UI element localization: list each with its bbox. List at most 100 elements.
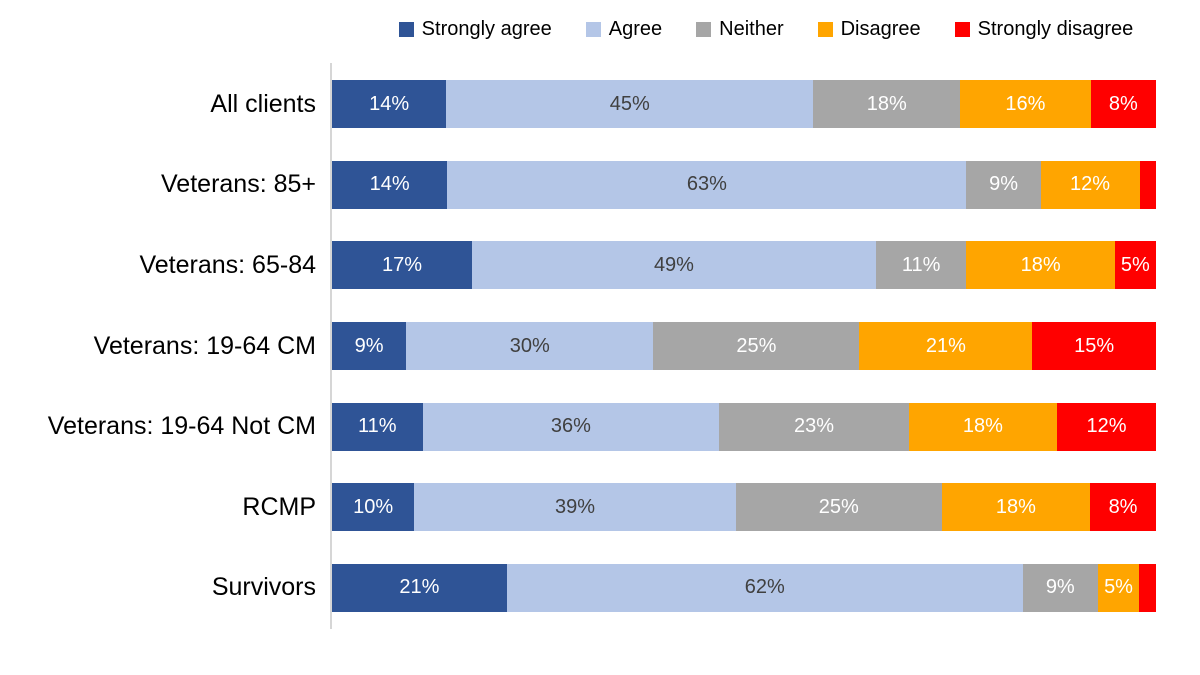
data-label: 23% — [793, 415, 835, 438]
chart-row-survivors: Survivors 21% 62% 9% 5% — [0, 547, 1156, 628]
bar-segment-disagree: 5% — [1097, 563, 1140, 612]
bar-segment-neither: 9% — [966, 160, 1041, 209]
y-axis-line — [330, 63, 332, 629]
data-label: 21% — [925, 334, 966, 357]
data-label: 18% — [1020, 253, 1061, 276]
bar-segment-strongly-disagree — [1139, 160, 1156, 209]
category-label: Veterans: 19-64 CM — [93, 331, 316, 360]
data-label: 8% — [1108, 495, 1138, 518]
stacked-bar: 21% 62% 9% 5% — [332, 563, 1156, 612]
bar-segment-neither: 25% — [653, 322, 860, 371]
legend-label-agree: Agree — [608, 18, 663, 40]
data-label: 45% — [609, 92, 650, 115]
category-label: Veterans: 19-64 Not CM — [47, 412, 316, 441]
bar-segment-strongly-agree: 14% — [332, 80, 447, 129]
bar-segment-neither: 9% — [1022, 563, 1098, 612]
category-label: Veterans: 65-84 — [139, 250, 316, 279]
data-label: 16% — [1005, 92, 1046, 115]
bar-segment-neither: 23% — [719, 402, 909, 451]
data-label: 12% — [1086, 415, 1127, 438]
data-label: 5% — [1104, 576, 1133, 599]
legend-swatch-disagree — [817, 22, 833, 37]
bar-segment-strongly-disagree: 8% — [1090, 80, 1156, 129]
bar-segment-agree: 63% — [447, 160, 967, 209]
stacked-bar: 14% 63% 9% 12% — [332, 160, 1156, 209]
data-label: 14% — [369, 173, 410, 196]
data-label: 11% — [358, 415, 397, 438]
bar-segment-strongly-agree: 17% — [332, 241, 473, 290]
data-label: 9% — [989, 173, 1018, 196]
data-label: 39% — [555, 495, 596, 518]
bar-segment-neither: 25% — [735, 483, 942, 532]
data-label: 18% — [866, 92, 907, 115]
data-label: 18% — [995, 495, 1036, 518]
legend-swatch-strongly-agree — [398, 22, 414, 37]
bar-segment-strongly-disagree: 8% — [1090, 483, 1156, 532]
bar-segment-disagree: 16% — [960, 80, 1091, 129]
plot-area: All clients 14% 45% 18% 16% 8% Veterans: 85+ 14… — [0, 64, 1156, 628]
legend: Strongly agree Agree Neither Disagree St… — [340, 18, 1192, 41]
bar-segment-agree: 36% — [422, 402, 720, 451]
bar-segment-strongly-disagree — [1139, 563, 1156, 612]
legend-label-neither: Neither — [719, 18, 784, 40]
category-label: RCMP — [242, 492, 316, 521]
legend-label-strongly-agree: Strongly agree — [421, 18, 552, 40]
bar-segment-strongly-agree: 11% — [332, 402, 423, 451]
bar-segment-strongly-disagree: 15% — [1032, 322, 1156, 371]
bar-segment-agree: 39% — [414, 483, 736, 532]
category-label: All clients — [210, 89, 316, 118]
chart-row-veterans-85: Veterans: 85+ 14% 63% 9% 12% — [0, 145, 1156, 226]
data-label: 25% — [736, 334, 777, 357]
stacked-bar: 10% 39% 25% 18% 8% — [332, 483, 1156, 532]
chart-row-veterans-19-64-not-cm: Veterans: 19-64 Not CM 11% 36% 23% 18% 12% — [0, 386, 1156, 467]
data-label: 5% — [1120, 253, 1150, 276]
data-label: 21% — [399, 576, 440, 599]
chart-row-rcmp: RCMP 10% 39% 25% 18% 8% — [0, 467, 1156, 548]
legend-swatch-agree — [585, 22, 601, 37]
legend-swatch-neither — [696, 22, 712, 37]
bar-segment-disagree: 18% — [941, 483, 1091, 532]
bar-segment-strongly-agree: 9% — [332, 322, 407, 371]
data-label: 10% — [353, 495, 394, 518]
chart-row-veterans-65-84: Veterans: 65-84 17% 49% 11% 18% 5% — [0, 225, 1156, 306]
stacked-bar: 11% 36% 23% 18% 12% — [332, 402, 1156, 451]
bar-segment-strongly-disagree: 12% — [1057, 402, 1156, 451]
bar-segment-neither: 18% — [813, 80, 961, 129]
data-label: 62% — [744, 576, 785, 599]
data-label: 14% — [369, 92, 410, 115]
legend-item-disagree: Disagree — [817, 18, 921, 41]
bar-segment-strongly-agree: 14% — [332, 160, 448, 209]
stacked-bar: 17% 49% 11% 18% 5% — [332, 241, 1156, 290]
data-label: 36% — [550, 415, 591, 438]
data-label: 63% — [686, 173, 727, 196]
data-label: 17% — [382, 253, 423, 276]
data-label: 30% — [509, 334, 550, 357]
data-label: 8% — [1108, 92, 1138, 115]
bar-segment-agree: 49% — [472, 241, 876, 290]
legend-label-strongly-disagree: Strongly disagree — [977, 18, 1134, 40]
bar-segment-agree: 30% — [406, 322, 654, 371]
category-label: Veterans: 85+ — [161, 170, 316, 199]
data-label: 25% — [818, 495, 859, 518]
legend-swatch-strongly-disagree — [954, 22, 970, 37]
legend-item-agree: Agree — [585, 18, 663, 41]
bar-segment-neither: 11% — [875, 241, 967, 290]
category-label: Survivors — [211, 573, 316, 602]
legend-item-strongly-agree: Strongly agree — [398, 18, 552, 41]
bar-segment-strongly-agree: 21% — [332, 563, 507, 612]
bar-segment-disagree: 21% — [859, 322, 1033, 371]
data-label: 49% — [653, 253, 694, 276]
bar-segment-strongly-agree: 10% — [332, 483, 415, 532]
bar-segment-disagree: 18% — [966, 241, 1115, 290]
legend-item-neither: Neither — [696, 18, 784, 41]
data-label: 9% — [1045, 576, 1075, 599]
data-label: 15% — [1074, 334, 1115, 357]
chart-row-veterans-19-64-cm: Veterans: 19-64 CM 9% 30% 25% 21% 15% — [0, 306, 1156, 387]
bar-segment-strongly-disagree: 5% — [1114, 241, 1156, 290]
bar-segment-disagree: 12% — [1040, 160, 1140, 209]
bar-segment-agree: 45% — [446, 80, 814, 129]
stacked-bar: 14% 45% 18% 16% 8% — [332, 80, 1156, 129]
legend-item-strongly-disagree: Strongly disagree — [954, 18, 1134, 41]
data-label: 18% — [962, 415, 1003, 438]
